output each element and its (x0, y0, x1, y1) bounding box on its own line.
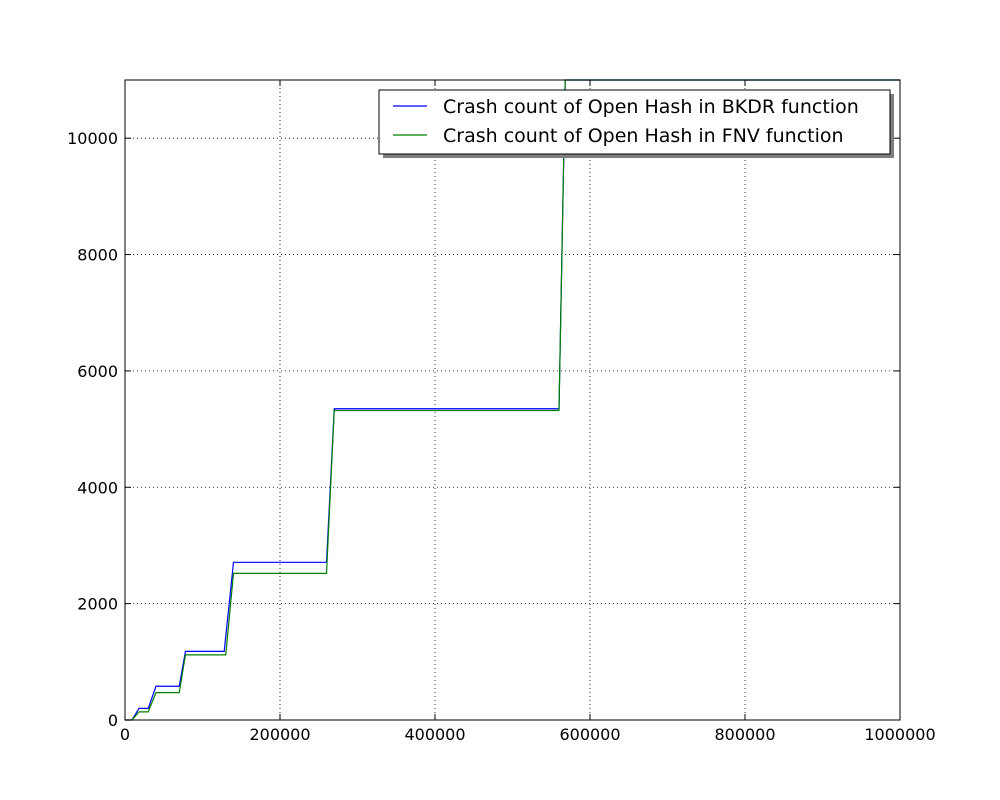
legend-label: Crash count of Open Hash in BKDR functio… (443, 96, 859, 118)
series-line-fnv (125, 79, 900, 721)
x-tick-label: 400000 (404, 725, 465, 744)
x-tick-label: 1000000 (864, 725, 935, 744)
legend-label: Crash count of Open Hash in FNV function (443, 125, 844, 147)
axis-ticks: 0 200000 400000 600000 800000 1000000 0 2000 400… (67, 80, 936, 744)
x-tick-label: 800000 (714, 725, 775, 744)
x-tick-label: 0 (120, 725, 130, 744)
legend: Crash count of Open Hash in BKDR functio… (378, 89, 894, 158)
y-tick-label: 8000 (77, 246, 118, 265)
legend-box (378, 89, 891, 155)
y-tick-label: 6000 (77, 362, 118, 381)
series-lines (125, 79, 900, 721)
y-tick-label: 0 (108, 711, 118, 730)
grid-lines (125, 80, 900, 720)
y-tick-label: 4000 (77, 478, 118, 497)
y-tick-label: 10000 (67, 129, 118, 148)
plot-frame (124, 79, 901, 721)
x-tick-label: 200000 (249, 725, 310, 744)
plot-area (125, 80, 900, 720)
y-tick-label: 2000 (77, 595, 118, 614)
series-line-bkdr (125, 79, 900, 721)
x-tick-label: 600000 (559, 725, 620, 744)
